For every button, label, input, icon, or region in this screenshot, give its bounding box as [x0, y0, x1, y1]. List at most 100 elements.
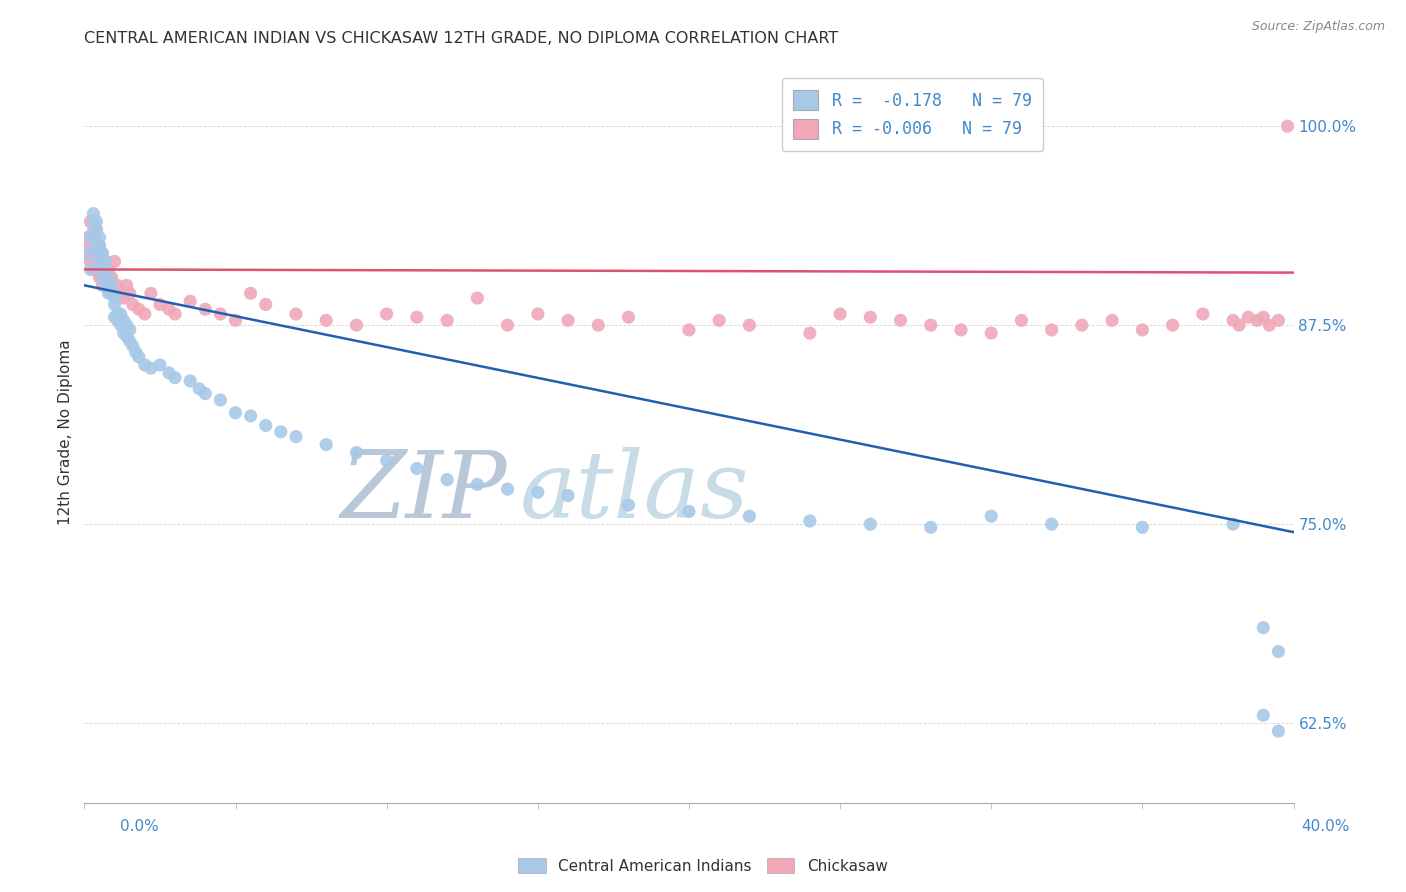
Point	[375, 307, 398, 321]
Point	[617, 498, 640, 512]
Point	[139, 286, 162, 301]
Point	[1253, 621, 1275, 635]
Point	[980, 326, 1002, 340]
Point	[406, 310, 429, 325]
Point	[94, 262, 117, 277]
Point	[104, 286, 127, 301]
Point	[112, 291, 135, 305]
Point	[239, 409, 262, 423]
Point	[1253, 708, 1275, 723]
Point	[859, 517, 882, 532]
Point	[100, 286, 122, 301]
Point	[149, 358, 172, 372]
Text: 40.0%: 40.0%	[1302, 820, 1350, 834]
Point	[678, 504, 700, 518]
Point	[270, 425, 292, 439]
Point	[82, 246, 104, 260]
Point	[79, 230, 101, 244]
Point	[82, 230, 104, 244]
Point	[89, 230, 111, 244]
Point	[950, 323, 973, 337]
Point	[118, 286, 141, 301]
Point	[76, 246, 98, 260]
Point	[1130, 323, 1153, 337]
Point	[799, 514, 821, 528]
Point	[920, 520, 942, 534]
Point	[118, 334, 141, 348]
Point	[104, 254, 127, 268]
Point	[225, 406, 247, 420]
Point	[100, 278, 122, 293]
Point	[738, 509, 761, 524]
Point	[1040, 517, 1063, 532]
Point	[134, 358, 156, 372]
Point	[125, 345, 148, 359]
Point	[157, 366, 180, 380]
Point	[165, 370, 187, 384]
Point	[239, 286, 262, 301]
Point	[588, 318, 610, 333]
Point	[139, 361, 162, 376]
Point	[82, 222, 104, 236]
Point	[188, 382, 211, 396]
Point	[375, 453, 398, 467]
Point	[799, 326, 821, 340]
Point	[86, 222, 108, 236]
Point	[115, 329, 138, 343]
Point	[496, 482, 519, 496]
Point	[97, 270, 120, 285]
Point	[406, 461, 429, 475]
Point	[1040, 323, 1063, 337]
Point	[79, 238, 101, 252]
Point	[436, 473, 458, 487]
Point	[110, 307, 132, 321]
Point	[527, 485, 550, 500]
Point	[86, 214, 108, 228]
Point	[678, 323, 700, 337]
Point	[121, 339, 143, 353]
Point	[254, 297, 277, 311]
Point	[859, 310, 882, 325]
Point	[110, 286, 132, 301]
Text: Source: ZipAtlas.com: Source: ZipAtlas.com	[1251, 20, 1385, 33]
Point	[89, 238, 111, 252]
Point	[89, 238, 111, 252]
Point	[128, 350, 150, 364]
Point	[91, 254, 114, 268]
Point	[97, 262, 120, 277]
Point	[496, 318, 519, 333]
Point	[225, 313, 247, 327]
Point	[118, 323, 141, 337]
Point	[94, 270, 117, 285]
Point	[436, 313, 458, 327]
Point	[209, 392, 232, 407]
Point	[1227, 318, 1250, 333]
Point	[86, 222, 108, 236]
Point	[165, 307, 187, 321]
Point	[94, 278, 117, 293]
Point	[980, 509, 1002, 524]
Point	[112, 313, 135, 327]
Point	[738, 318, 761, 333]
Point	[1192, 307, 1215, 321]
Point	[467, 291, 489, 305]
Point	[527, 307, 550, 321]
Point	[1130, 520, 1153, 534]
Point	[209, 307, 232, 321]
Point	[112, 326, 135, 340]
Point	[100, 270, 122, 285]
Point	[115, 318, 138, 333]
Point	[91, 262, 114, 277]
Point	[107, 278, 129, 293]
Point	[76, 230, 98, 244]
Point	[315, 313, 337, 327]
Point	[89, 254, 111, 268]
Text: CENTRAL AMERICAN INDIAN VS CHICKASAW 12TH GRADE, NO DIPLOMA CORRELATION CHART: CENTRAL AMERICAN INDIAN VS CHICKASAW 12T…	[84, 31, 838, 46]
Point	[82, 207, 104, 221]
Point	[179, 294, 201, 309]
Point	[104, 291, 127, 305]
Point	[890, 313, 912, 327]
Point	[1222, 517, 1244, 532]
Point	[76, 246, 98, 260]
Point	[920, 318, 942, 333]
